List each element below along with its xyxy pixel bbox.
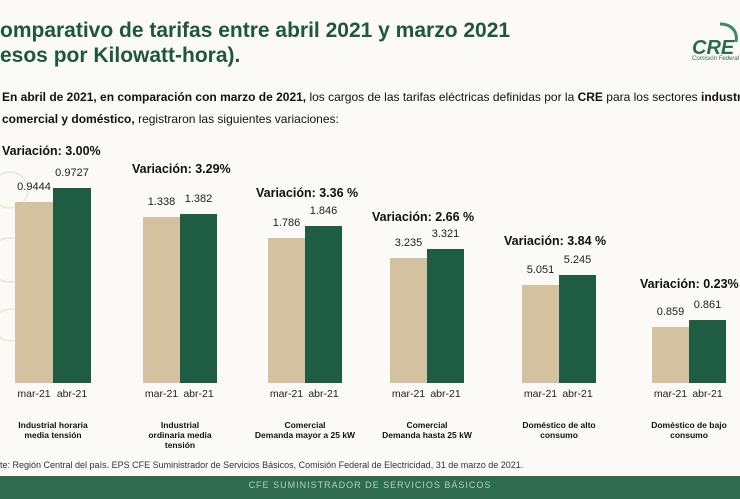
bar-abr-21 — [559, 275, 596, 383]
tick-label-mar-21: mar-21 — [145, 388, 178, 400]
intro-seg-6: comercial y doméstico, — [2, 112, 135, 126]
footer-text: CFE SUMINISTRADOR DE SERVICIOS BÁSICOS — [248, 480, 492, 490]
source-note: te: Región Central del país. EPS CFE Sum… — [0, 460, 524, 470]
tick-label-mar-21: mar-21 — [392, 388, 425, 400]
category-label: Doméstico de bajo — [651, 420, 727, 430]
value-label-mar-21: 0.9444 — [17, 181, 51, 193]
bar-abr-21 — [53, 188, 91, 383]
value-label-abr-21: 0.9727 — [55, 167, 89, 179]
category-label: consumo — [670, 430, 708, 440]
logo-text: CRE — [692, 37, 735, 59]
cre-logo-icon: CRE — [692, 22, 738, 59]
intro-seg-2: los cargos de las tarifas eléctricas def… — [306, 90, 578, 104]
value-label-abr-21: 3.321 — [432, 228, 460, 240]
category-label: Doméstico de alto — [522, 420, 595, 430]
intro-seg-5: industrial, — [700, 90, 740, 104]
value-label-mar-21: 3.235 — [395, 237, 423, 249]
bar-abr-21 — [689, 320, 726, 383]
tick-label-abr-21: abr-21 — [430, 388, 461, 400]
tick-label-mar-21: mar-21 — [270, 388, 303, 400]
title-line-1: omparativo de tarifas entre abril 2021 y… — [0, 19, 511, 42]
tick-label-abr-21: abr-21 — [562, 388, 593, 400]
bar-abr-21 — [180, 214, 217, 383]
bar-mar-21 — [390, 258, 427, 383]
value-label-abr-21: 5.245 — [564, 254, 592, 266]
logo-subtext: Comisión Federal — [692, 56, 740, 62]
intro-seg-1: En abril de 2021, en comparación con mar… — [2, 90, 307, 104]
category-label: ordinaria media — [148, 430, 212, 440]
category-label: Industrial horaria — [18, 420, 88, 430]
variation-label: Variación: 3.84 % — [504, 234, 606, 248]
value-label-abr-21: 1.846 — [310, 205, 338, 217]
bar-mar-21 — [15, 202, 53, 383]
tick-label-mar-21: mar-21 — [17, 388, 50, 400]
variation-label: Variación: 0.23% — [640, 277, 739, 291]
bar-abr-21 — [305, 226, 342, 383]
variation-label: Variación: 2.66 % — [372, 210, 474, 224]
intro-text: En abril de 2021, en comparación con mar… — [2, 86, 740, 130]
category-label: Comercial — [284, 420, 325, 430]
category-label: Demanda mayor a 25 kW — [255, 430, 356, 440]
intro-seg-3: CRE — [577, 90, 603, 104]
title-line-2: esos por Kilowatt-hora). — [0, 44, 241, 67]
variation-label: Variación: 3.00% — [2, 144, 101, 158]
tick-label-mar-21: mar-21 — [524, 388, 557, 400]
bar-mar-21 — [522, 285, 559, 383]
category-label: tensión — [165, 440, 195, 450]
category-label: consumo — [540, 430, 578, 440]
tick-label-abr-21: abr-21 — [183, 388, 214, 400]
value-label-mar-21: 0.859 — [657, 306, 685, 318]
bar-abr-21 — [427, 249, 464, 383]
category-label: Comercial — [406, 420, 447, 430]
page-title: omparativo de tarifas entre abril 2021 y… — [0, 18, 510, 68]
value-label-abr-21: 1.382 — [185, 193, 213, 205]
bar-mar-21 — [652, 327, 689, 383]
tariff-bar-chart: Variación: 3.00% 0.9444 0.9727 mar-21 abr-21… — [2, 144, 739, 450]
tick-label-abr-21: abr-21 — [308, 388, 339, 400]
category-label: Industrial — [161, 420, 199, 430]
intro-seg-4: para los sectores — [602, 90, 701, 104]
variation-label: Variación: 3.29% — [132, 162, 231, 176]
value-label-abr-21: 0.861 — [694, 299, 722, 311]
tick-label-mar-21: mar-21 — [654, 388, 687, 400]
category-label: Demanda hasta 25 kW — [382, 430, 473, 440]
tick-label-abr-21: abr-21 — [692, 388, 723, 400]
value-label-mar-21: 5.051 — [527, 264, 555, 276]
tick-label-abr-21: abr-21 — [57, 388, 88, 400]
bar-mar-21 — [268, 238, 305, 383]
category-label: media tensión — [24, 430, 81, 440]
value-label-mar-21: 1.786 — [273, 217, 301, 229]
intro-seg-7: registraron las siguientes variaciones: — [134, 112, 339, 126]
bar-mar-21 — [143, 217, 180, 383]
variation-label: Variación: 3.36 % — [256, 186, 358, 200]
value-label-mar-21: 1.338 — [148, 196, 176, 208]
footer-bar: CFE SUMINISTRADOR DE SERVICIOS BÁSICOS — [0, 476, 740, 499]
